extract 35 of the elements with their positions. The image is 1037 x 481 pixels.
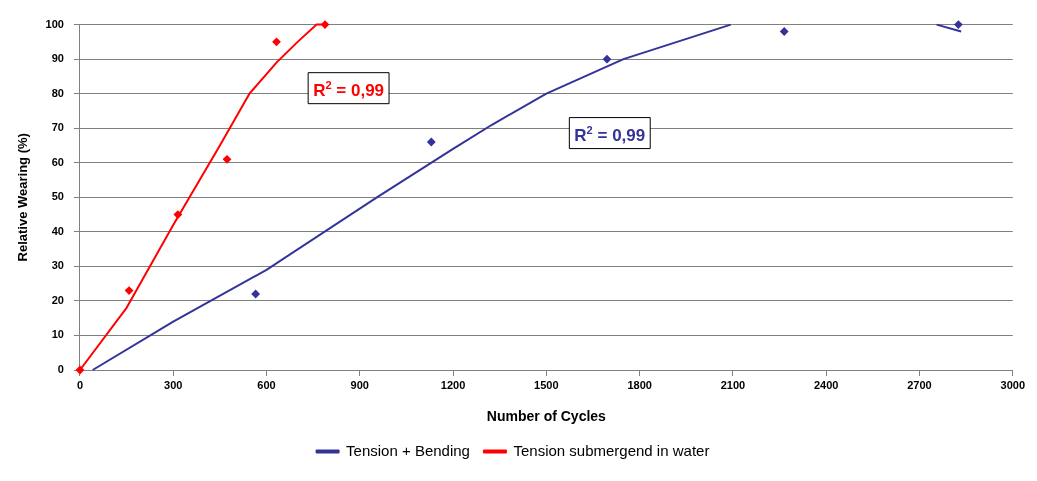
point [602, 55, 611, 64]
x-axis-title: Number of Cycles [486, 408, 607, 425]
x-tick-label: 600 [257, 378, 276, 391]
y-axis-title: Relative Wearing (%) [15, 133, 31, 262]
y-tick-label: 90 [51, 52, 64, 65]
point [125, 286, 134, 295]
x-tick-label: 2700 [907, 378, 932, 391]
y-tick-label: 0 [57, 363, 64, 376]
x-tick-label: 1200 [440, 378, 466, 391]
x-tick-label: 2400 [813, 378, 839, 391]
y-tick-label: 100 [45, 17, 64, 30]
point [251, 290, 260, 299]
point [427, 138, 436, 147]
y-tick-label: 80 [51, 86, 64, 99]
x-tick-label: 0 [76, 378, 84, 391]
x-tick-label: 3000 [1000, 378, 1026, 391]
x-tick-label: 2100 [720, 378, 746, 391]
legend-label: Tension + Bending [346, 441, 470, 459]
y-tick-label: 70 [51, 121, 64, 134]
y-tick-label: 30 [51, 259, 64, 272]
legend-label: Tension submergend in water [513, 441, 710, 459]
point [780, 27, 789, 36]
y-tick-label: 20 [51, 293, 64, 306]
point [954, 20, 963, 29]
x-tick-label: 300 [164, 378, 183, 391]
point [320, 20, 329, 29]
y-tick-label: 10 [51, 328, 64, 341]
point [223, 155, 232, 164]
point [272, 37, 281, 46]
y-tick-label: 50 [51, 190, 64, 203]
y-tick-label: 60 [51, 155, 64, 168]
x-tick-label: 1500 [534, 378, 559, 391]
x-tick-label: 1800 [627, 378, 652, 391]
x-tick-label: 900 [350, 378, 369, 391]
y-tick-label: 40 [51, 224, 64, 237]
